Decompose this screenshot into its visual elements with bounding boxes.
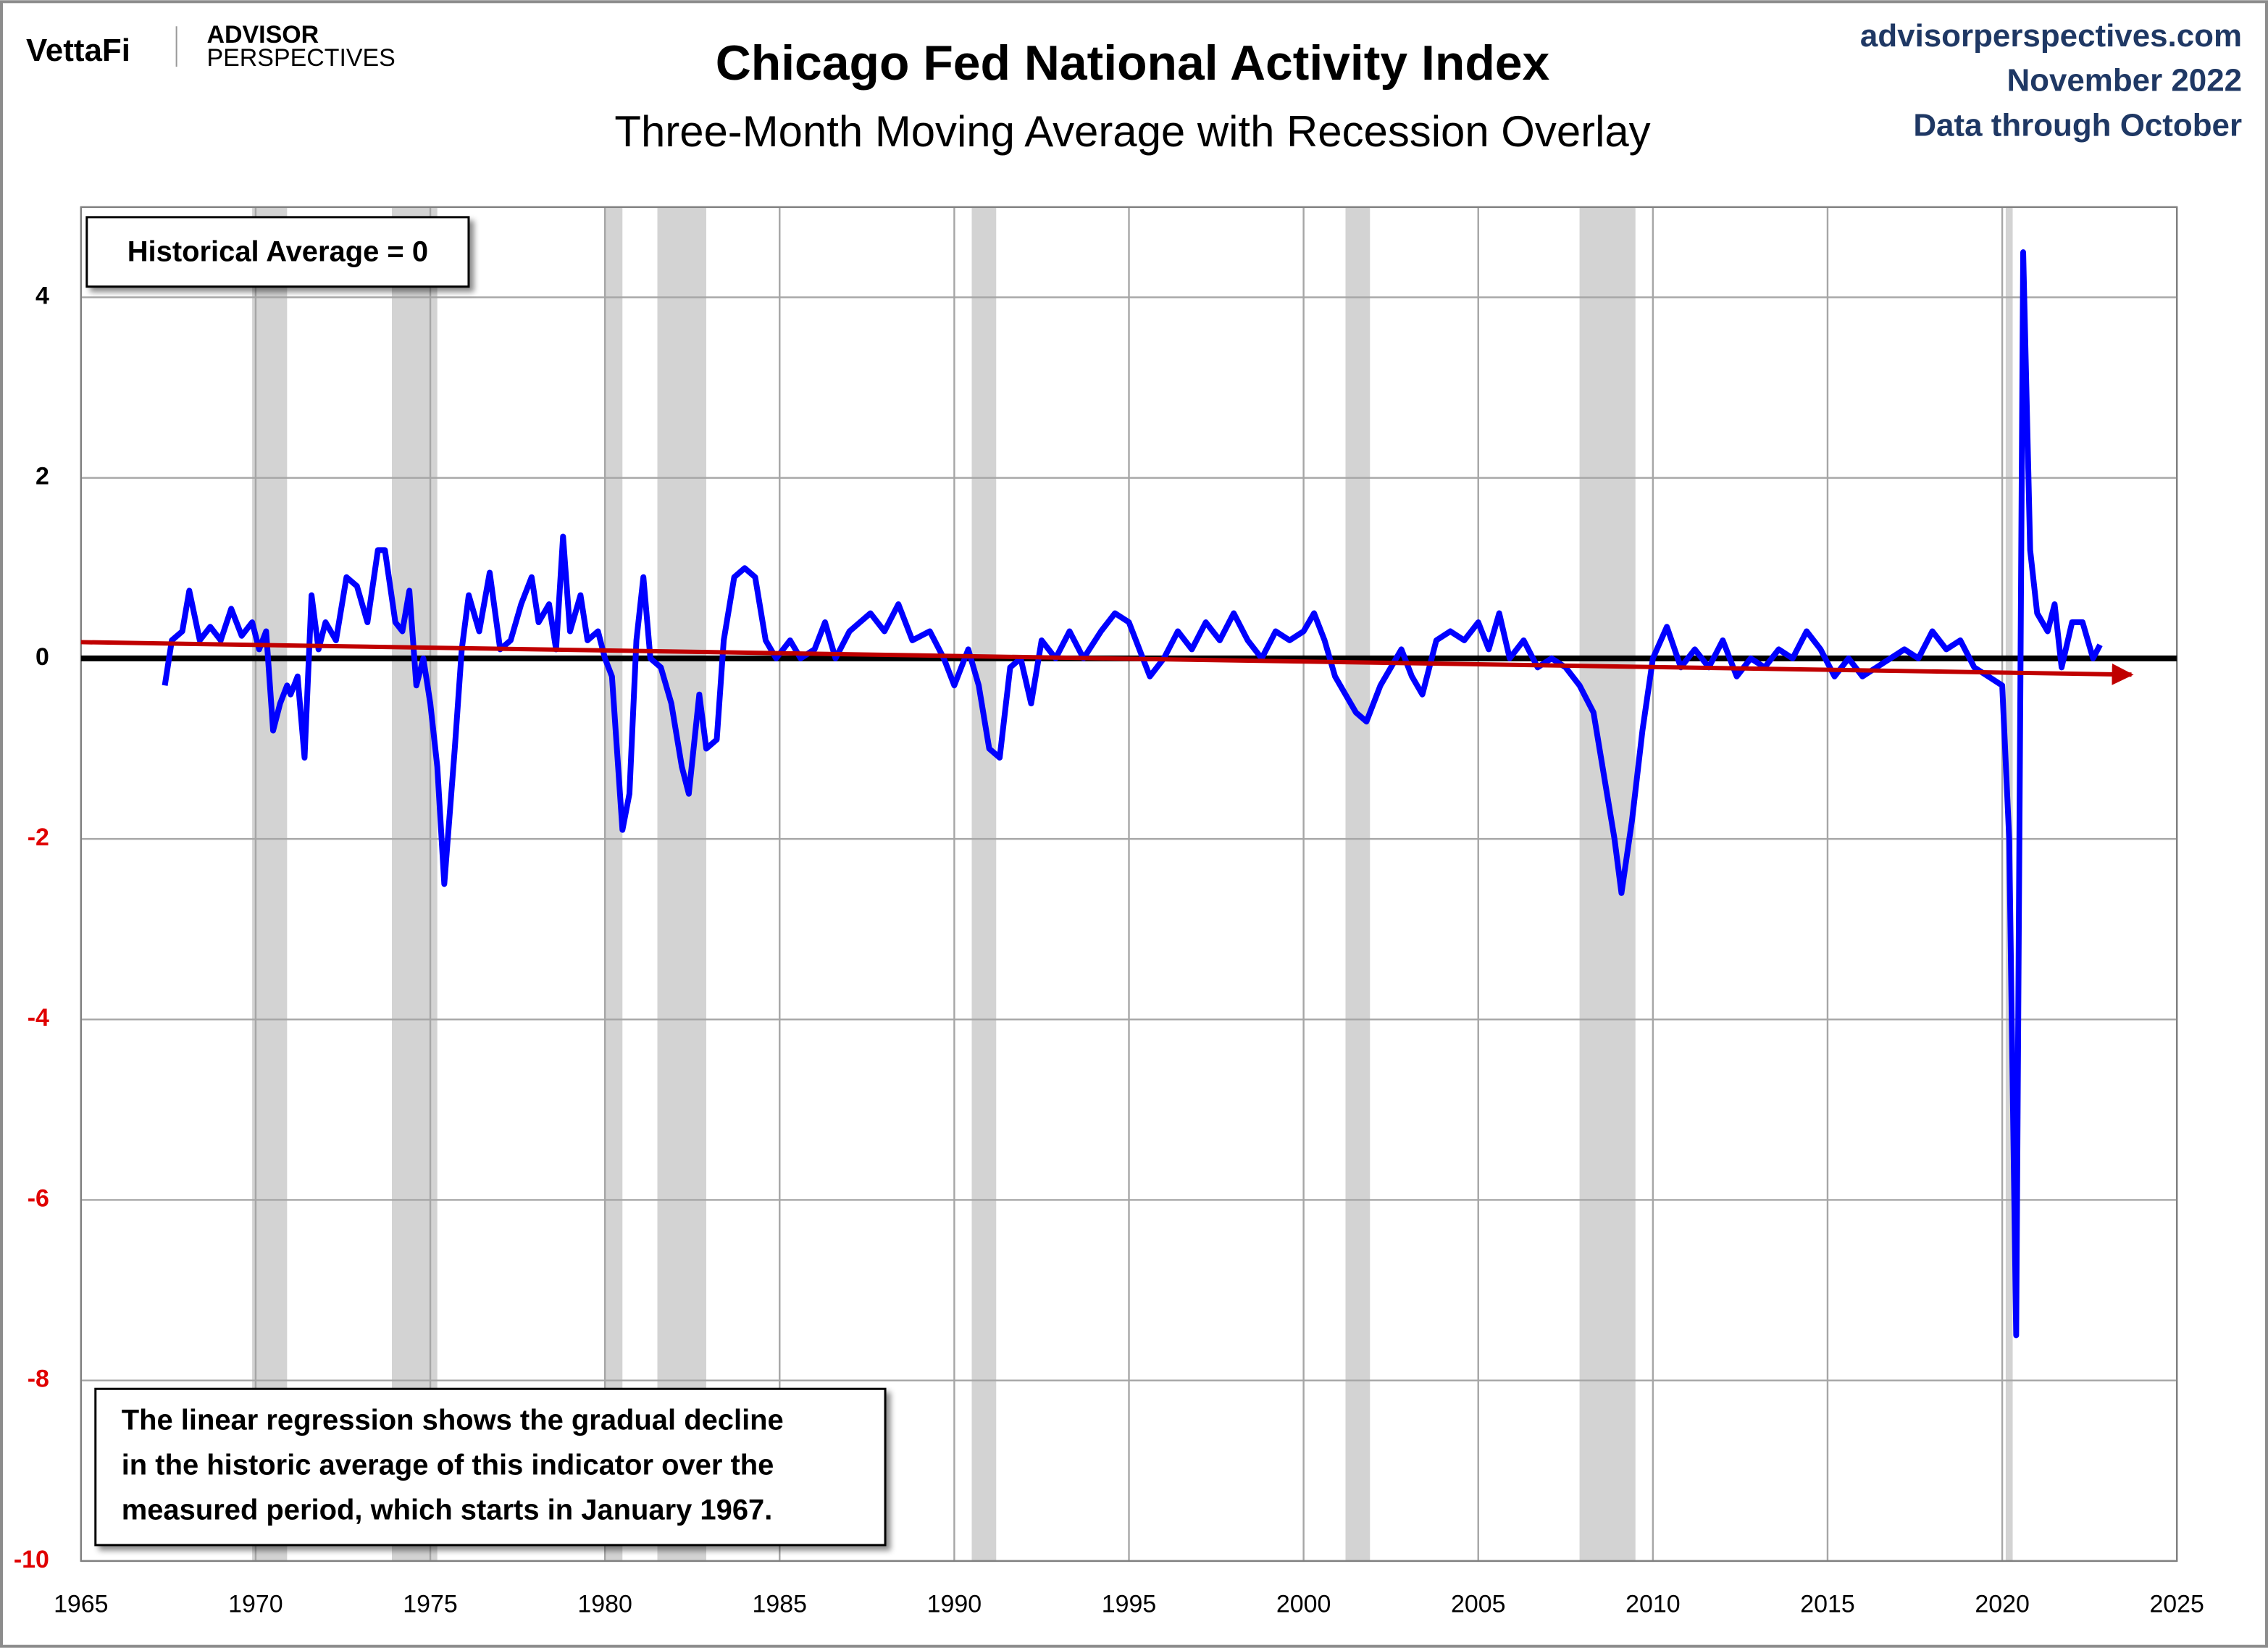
recession-band	[605, 206, 623, 1561]
y-tick-label: 4	[35, 282, 49, 309]
x-tick-label: 2020	[1975, 1591, 2030, 1618]
chart-subtitle: Three-Month Moving Average with Recessio…	[614, 107, 1650, 156]
y-tick-label: -10	[14, 1546, 49, 1573]
x-tick-label: 1980	[577, 1591, 632, 1618]
recession-band	[1579, 206, 1636, 1561]
trend-line	[80, 640, 2134, 685]
recession-band	[657, 206, 707, 1561]
plot-area: -10 -8 -6 -4 -2 0 2 4 1965 1970 1975 1980 1985 1990 19…	[14, 206, 2204, 1618]
brand-line2: PERSPECTIVES	[207, 44, 396, 72]
x-tick-label: 2000	[1276, 1591, 1331, 1618]
note-line: measured period, which starts in January…	[122, 1494, 773, 1526]
y-tick-label: 0	[35, 643, 49, 671]
annotation-box	[85, 216, 470, 288]
plot-border	[80, 206, 2178, 1563]
x-tick-label: 1970	[228, 1591, 283, 1618]
y-tick-label: 2	[35, 463, 49, 490]
brand-logo: VettaFi	[26, 33, 130, 68]
brand-line1: ADVISOR	[207, 21, 319, 49]
y-tick-label: -2	[28, 824, 49, 851]
x-tick-label: 1975	[403, 1591, 457, 1618]
x-tick-label: 1965	[54, 1591, 108, 1618]
x-tick-label: 1985	[753, 1591, 808, 1618]
note-box	[94, 1387, 887, 1547]
recession-band	[1345, 206, 1371, 1561]
x-tick-label: 1995	[1102, 1591, 1157, 1618]
chart-title: Chicago Fed National Activity Index	[716, 36, 1550, 91]
y-tick-label: -4	[28, 1004, 49, 1032]
y-tick-label: -6	[28, 1184, 49, 1212]
x-tick-label: 2005	[1451, 1591, 1506, 1618]
source-date: November 2022	[2007, 63, 2242, 99]
annotation-text: Historical Average = 0	[127, 235, 428, 267]
note-line: The linear regression shows the gradual …	[122, 1405, 784, 1436]
annotations: Historical Average = 0 The linear regres…	[85, 216, 887, 1547]
y-tick-label: -8	[28, 1365, 49, 1393]
x-tick-label: 2015	[1800, 1591, 1855, 1618]
recession-band	[971, 206, 997, 1561]
data-through: Data through October	[1913, 108, 2242, 143]
x-tick-label: 2025	[2149, 1591, 2204, 1618]
source-site: advisorperspectives.com	[1860, 18, 2242, 54]
x-tick-label: 1990	[927, 1591, 982, 1618]
data-line	[162, 249, 2103, 1339]
recession-band	[252, 206, 288, 1561]
x-tick-label: 2010	[1625, 1591, 1681, 1618]
note-line: in the historic average of this indicato…	[122, 1450, 774, 1481]
